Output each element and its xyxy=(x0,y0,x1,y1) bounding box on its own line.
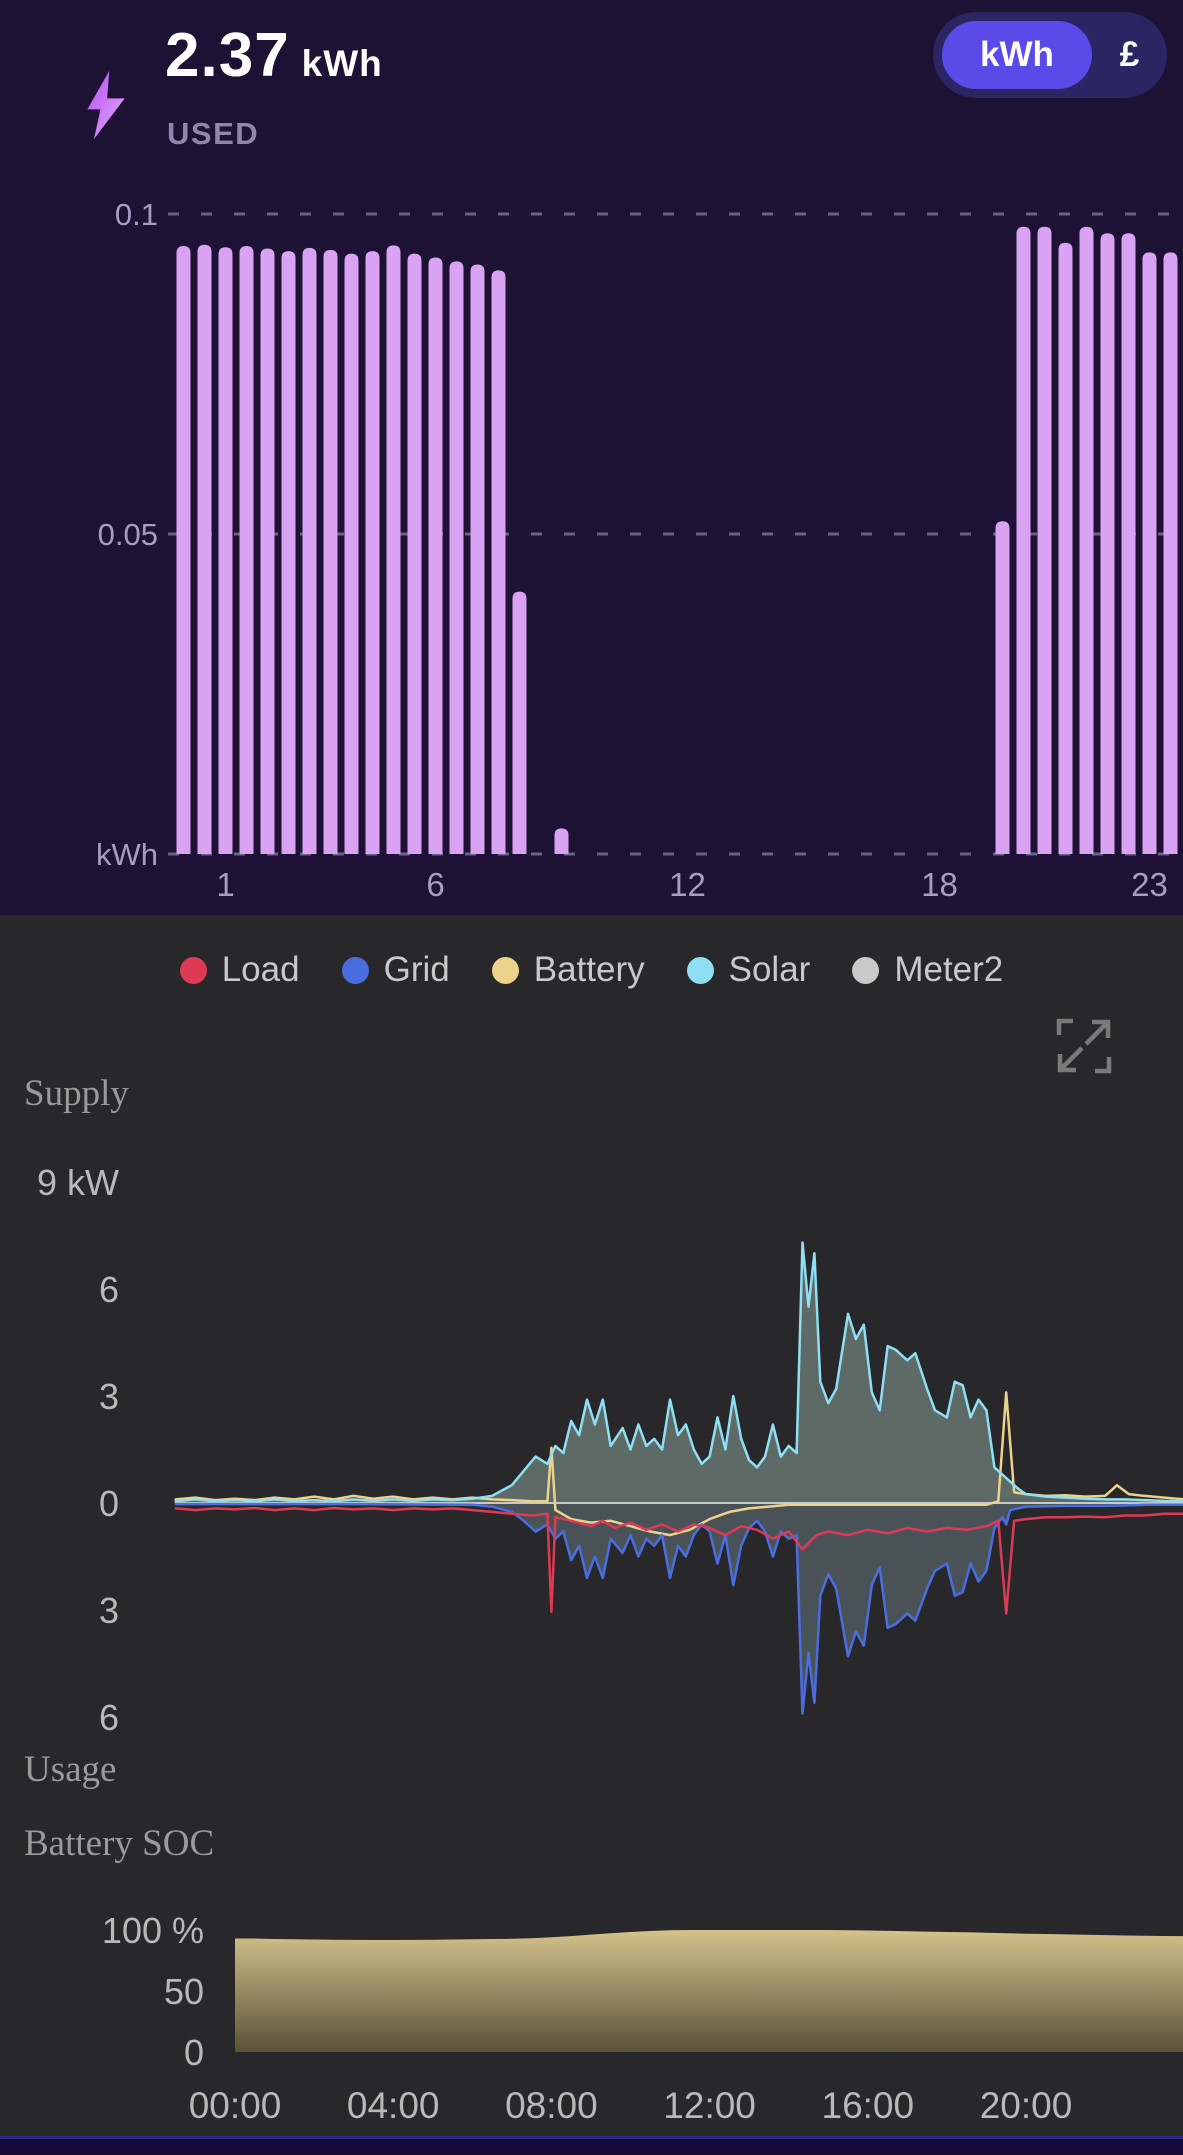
value-number: 2.37 xyxy=(165,21,290,90)
unit-toggle[interactable]: kWh £ xyxy=(933,12,1167,98)
power-y-tick-label: 9 kW xyxy=(37,1162,119,1203)
legend-label: Battery xyxy=(533,950,645,989)
legend-dot xyxy=(686,956,714,984)
usage-axis-label: Usage xyxy=(24,1749,117,1790)
usage-bar[interactable] xyxy=(491,270,506,854)
usage-bar[interactable] xyxy=(218,247,233,854)
usage-bar[interactable] xyxy=(470,264,485,854)
chart-legend: Load Grid Battery Solar Meter2 xyxy=(0,938,1183,1002)
series-line-grid[interactable] xyxy=(174,1502,1183,1715)
usage-bar[interactable] xyxy=(512,591,527,854)
legend-dot xyxy=(179,956,207,984)
power-y-tick-label: 6 xyxy=(99,1697,119,1738)
y-tick-label: kWh xyxy=(96,837,158,872)
x-tick-label: 18 xyxy=(921,866,958,903)
usage-bar[interactable] xyxy=(995,521,1010,854)
x-tick-label: 23 xyxy=(1131,866,1168,903)
legend-item-solar[interactable]: Solar xyxy=(686,950,811,990)
usage-bar[interactable] xyxy=(407,253,422,854)
legend-dot xyxy=(341,956,369,984)
legend-item-battery[interactable]: Battery xyxy=(491,950,645,990)
legend-label: Grid xyxy=(383,950,450,989)
x-tick-label: 12 xyxy=(669,866,706,903)
legend-dot xyxy=(852,956,880,984)
lightning-icon xyxy=(87,70,125,140)
battery-soc-area[interactable] xyxy=(235,1930,1183,2052)
used-caption: USED xyxy=(167,116,260,151)
usage-bar[interactable] xyxy=(365,251,380,854)
legend-label: Meter2 xyxy=(894,950,1004,989)
usage-bar[interactable] xyxy=(1163,252,1178,854)
usage-bar[interactable] xyxy=(281,251,296,854)
legend-label: Solar xyxy=(728,950,811,989)
time-tick-label: 20:00 xyxy=(980,2085,1073,2126)
usage-bar-chart[interactable]: 0.1 0.05 kWh 1 6 12 18 23 xyxy=(0,0,1183,915)
battery-soc-label: Battery SOC xyxy=(24,1823,215,1864)
usage-bar[interactable] xyxy=(1037,226,1052,855)
usage-chart-panel: 2.37 kWh USED kWh £ 0.1 0.05 kWh 1 6 12 18 23 xyxy=(0,0,1183,915)
soc-y-tick-label: 100 % xyxy=(102,1910,204,1951)
usage-bar[interactable] xyxy=(302,247,317,855)
usage-bar[interactable] xyxy=(1142,252,1157,854)
usage-bar[interactable] xyxy=(428,257,443,854)
next-section-edge xyxy=(0,2136,1183,2155)
x-tick-label: 6 xyxy=(426,866,444,903)
legend-dot xyxy=(491,956,519,984)
usage-bar[interactable] xyxy=(449,261,464,854)
usage-bar[interactable] xyxy=(197,244,212,855)
supply-axis-label: Supply xyxy=(24,1073,129,1114)
y-tick-label: 0.05 xyxy=(98,517,158,552)
usage-bar[interactable] xyxy=(1079,226,1094,855)
usage-bar[interactable] xyxy=(386,245,401,855)
power-y-tick-label: 0 xyxy=(99,1483,119,1524)
legend-item-grid[interactable]: Grid xyxy=(341,950,450,990)
usage-bar[interactable] xyxy=(344,253,359,854)
usage-bar[interactable] xyxy=(260,248,275,854)
x-tick-label: 1 xyxy=(216,866,234,903)
energy-used-value: 2.37 kWh xyxy=(165,20,383,91)
supply-usage-chart[interactable]: 9 kW 6 3 0 3 6 100 % 50 0 00:00 04:00 08:00 12:00 16:… xyxy=(0,915,1183,2138)
usage-bar[interactable] xyxy=(239,246,254,854)
time-tick-label: 04:00 xyxy=(347,2085,440,2126)
toggle-option-kwh[interactable]: kWh xyxy=(942,21,1092,89)
series-area-solar xyxy=(175,1242,1183,1503)
power-y-tick-label: 3 xyxy=(99,1590,119,1631)
usage-bar[interactable] xyxy=(1058,242,1073,855)
value-unit: kWh xyxy=(301,43,383,84)
soc-y-tick-label: 0 xyxy=(184,2032,204,2073)
power-y-tick-label: 6 xyxy=(99,1269,119,1310)
y-tick-label: 0.1 xyxy=(115,197,158,232)
time-tick-label: 16:00 xyxy=(822,2085,915,2126)
time-tick-label: 08:00 xyxy=(505,2085,598,2126)
usage-bar[interactable] xyxy=(1100,233,1115,854)
legend-item-load[interactable]: Load xyxy=(179,950,300,990)
expand-icon[interactable] xyxy=(1056,1018,1112,1074)
series-area-grid xyxy=(175,1503,1183,1714)
usage-bar[interactable] xyxy=(1016,226,1031,855)
toggle-option-currency[interactable]: £ xyxy=(1119,35,1140,74)
usage-bar[interactable] xyxy=(176,246,191,854)
legend-label: Load xyxy=(221,950,300,989)
series-line-load[interactable] xyxy=(174,1506,1183,1615)
legend-item-meter2[interactable]: Meter2 xyxy=(852,950,1003,990)
usage-bar[interactable] xyxy=(323,249,338,855)
series-line-solar[interactable] xyxy=(174,1241,1183,1503)
usage-bar[interactable] xyxy=(1121,233,1136,854)
power-y-tick-label: 3 xyxy=(99,1376,119,1417)
usage-bar[interactable] xyxy=(554,828,569,854)
time-tick-label: 00:00 xyxy=(189,2085,282,2126)
time-tick-label: 12:00 xyxy=(663,2085,756,2126)
soc-y-tick-label: 50 xyxy=(164,1971,204,2012)
